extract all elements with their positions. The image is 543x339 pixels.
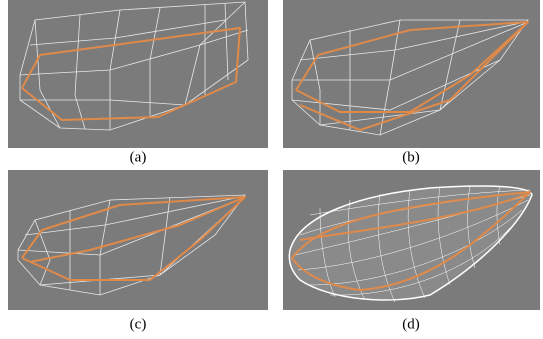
panel-b: (b): [283, 0, 540, 165]
caption: (d): [402, 316, 420, 332]
caption: (c): [130, 316, 147, 332]
panel-c: (c): [8, 170, 268, 332]
panel-a: (a): [8, 0, 268, 165]
figure: (a) (b): [0, 0, 543, 339]
panel-background: [283, 0, 540, 148]
panel-d: (d): [283, 170, 540, 332]
caption: (b): [402, 149, 420, 165]
caption: (a): [130, 149, 147, 165]
page: (a) (b): [0, 0, 543, 339]
